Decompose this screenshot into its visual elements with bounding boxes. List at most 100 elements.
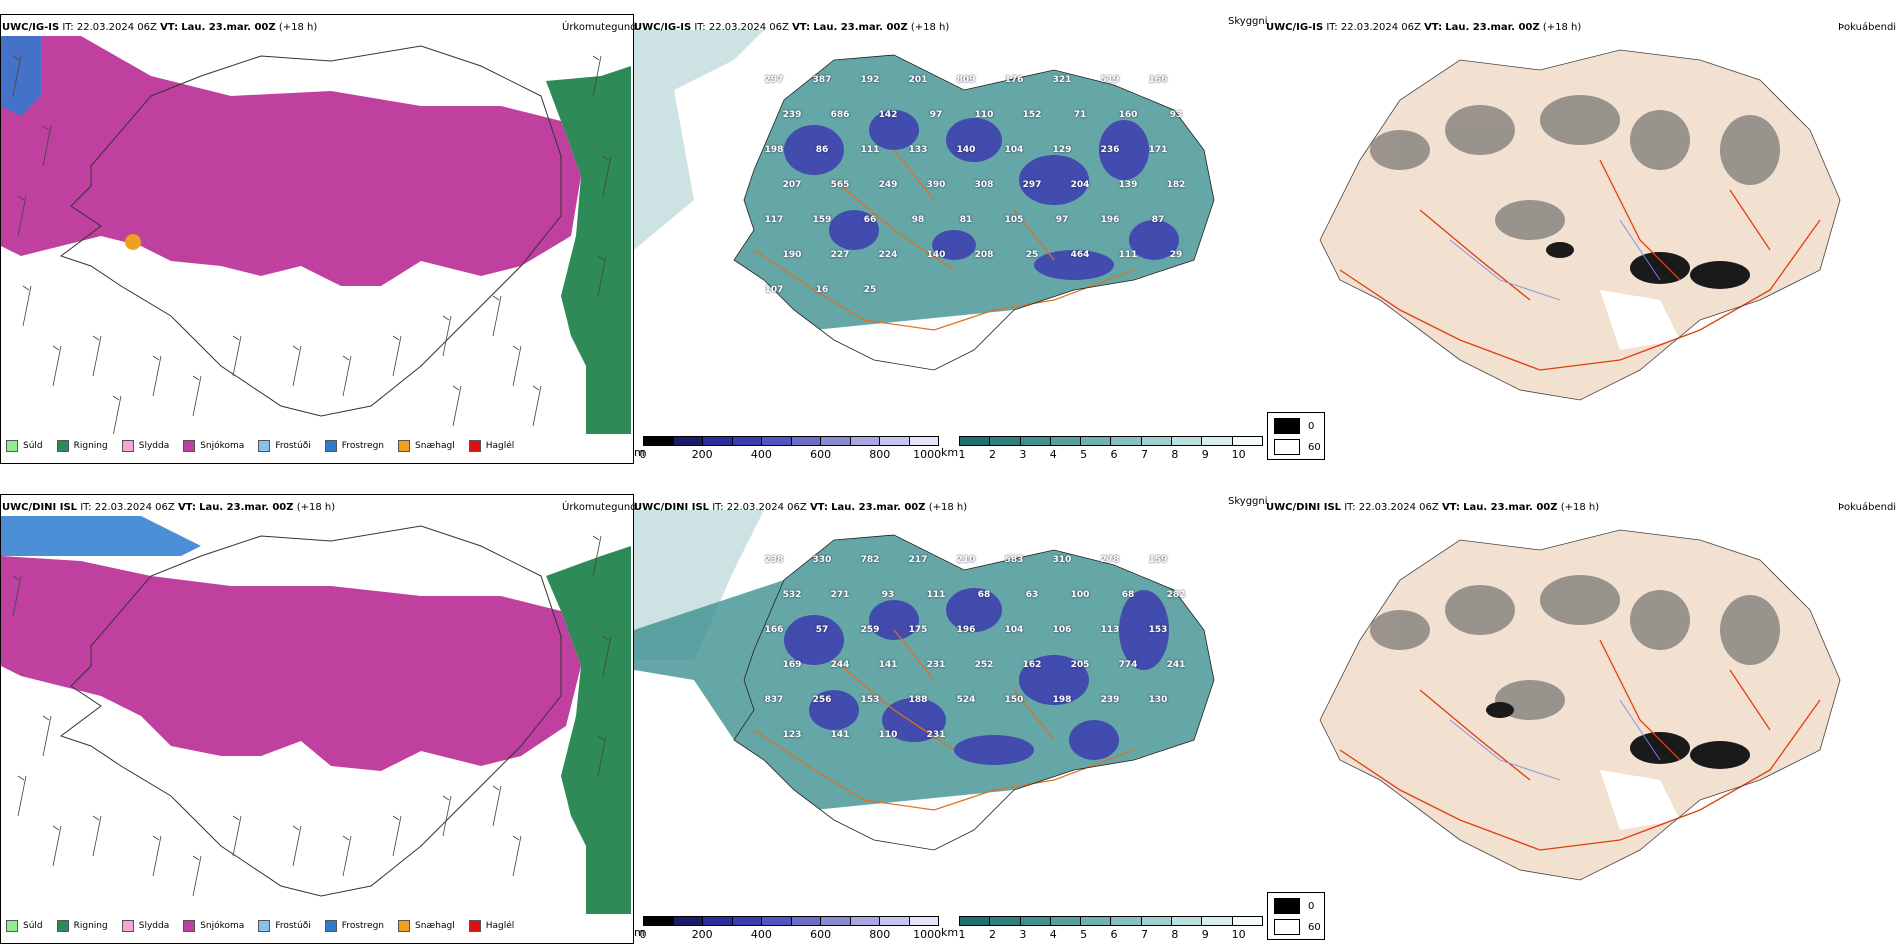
precip-map-frame xyxy=(0,14,634,464)
tick-label: 1000 xyxy=(913,448,942,461)
visibility-height-label: 271 xyxy=(830,590,850,600)
vt-label: VT: xyxy=(809,502,828,513)
legend-swatch xyxy=(398,440,411,452)
tick-label: 0 xyxy=(639,448,647,461)
fog-legend-row: 0 xyxy=(1274,898,1314,914)
visibility-height-label: 321 xyxy=(1052,75,1072,85)
visibility-height-label: 252 xyxy=(974,660,994,670)
legend-label: Súld xyxy=(23,441,43,451)
roads xyxy=(1339,159,1821,371)
it-label: IT: xyxy=(62,22,74,33)
visibility-height-label: 160 xyxy=(1118,110,1138,120)
it-value: 22.03.2024 06Z xyxy=(708,22,789,33)
fog-swatch xyxy=(1274,439,1300,455)
tick-label: 8 xyxy=(1171,928,1179,941)
vt-value: Lau. 23.mar. 00Z xyxy=(831,502,926,513)
fog-legend: 0 60 xyxy=(1267,412,1325,460)
tick-label: 6 xyxy=(1110,448,1118,461)
visibility-height-label: 686 xyxy=(830,110,850,120)
visibility-height-label: 176 xyxy=(1004,75,1024,85)
visibility-height-label: 532 xyxy=(782,590,802,600)
roads xyxy=(753,149,1135,331)
legend-swatch xyxy=(258,440,271,452)
legend-label: Rigning xyxy=(73,921,108,931)
tick-label: 1 xyxy=(958,448,966,461)
visibility-height-label: 297 xyxy=(1022,180,1042,190)
model-name: UWC/IG-IS xyxy=(2,22,60,33)
visibility-height-label: 111 xyxy=(860,145,880,155)
legend-label: Slydda xyxy=(138,441,170,451)
visibility-height-label: 141 xyxy=(878,660,898,670)
tick-label: 9 xyxy=(1201,448,1209,461)
visibility-height-label: 205 xyxy=(1070,660,1090,670)
precip-panel-label: Úrkomutegund xyxy=(562,502,637,513)
legend-item: Slydda xyxy=(121,920,170,932)
fog-panel-label: Þokuábendi xyxy=(1838,22,1897,33)
tick-label: 6 xyxy=(1110,928,1118,941)
height-unit: m xyxy=(634,926,645,939)
legend-label: Snæhagl xyxy=(415,921,455,931)
it-value: 22.03.2024 06Z xyxy=(76,22,157,33)
vt-value: Lau. 23.mar. 00Z xyxy=(1463,502,1558,513)
roads xyxy=(1339,639,1821,851)
fog-swatch xyxy=(1274,919,1300,935)
km-bar-swatches xyxy=(959,436,1263,446)
visibility-height-label: 192 xyxy=(860,75,880,85)
visibility-map xyxy=(634,30,1215,375)
height-ticks: 0 200 400 600 800 1000 xyxy=(639,446,942,461)
legend-label: Frostregn xyxy=(341,921,385,931)
legend-label: Snjókoma xyxy=(200,441,245,451)
precip-map-frame xyxy=(0,494,634,944)
island-fill xyxy=(734,55,1214,370)
legend-label: Frostúði xyxy=(275,441,311,451)
it-label: IT: xyxy=(1344,502,1356,513)
legend-label: Slydda xyxy=(138,921,170,931)
visibility-height-label: 162 xyxy=(1022,660,1042,670)
visibility-height-label: 141 xyxy=(830,730,850,740)
legend-label: Snæhagl xyxy=(415,441,455,451)
legend-item: Snæhagl xyxy=(398,440,455,452)
visibility-height-label: 57 xyxy=(815,625,829,635)
visibility-panel-label: Skyggni xyxy=(1228,16,1268,27)
visibility-height-label: 117 xyxy=(764,215,784,225)
legend-item: Frostúði xyxy=(258,440,311,452)
legend-label: Frostúði xyxy=(275,921,311,931)
tick-label: 200 xyxy=(691,448,713,461)
tick-label: 600 xyxy=(810,448,832,461)
visibility-height-label: 171 xyxy=(1148,145,1168,155)
panel-title: UWC/IG-IS IT: 22.03.2024 06Z VT: Lau. 23… xyxy=(2,22,317,33)
legend-swatch xyxy=(398,920,411,932)
panel-title: UWC/DINI ISL IT: 22.03.2024 06Z VT: Lau.… xyxy=(1266,502,1599,513)
visibility-height-label: 239 xyxy=(782,110,802,120)
legend-item: Rigning xyxy=(56,920,108,932)
visibility-height-label: 390 xyxy=(926,180,946,190)
tick-label: 3 xyxy=(1019,448,1027,461)
visibility-height-label: 236 xyxy=(1100,145,1120,155)
legend-item: Frostúði xyxy=(258,920,311,932)
visibility-height-label: 129 xyxy=(1052,145,1072,155)
km-unit: km xyxy=(941,926,959,939)
visibility-height-label: 86 xyxy=(815,145,829,155)
visibility-labels-r2: 238 330 782 217 210 583 310 278 159 532 271 93 111 68… xyxy=(634,510,1234,910)
visibility-height-label: 231 xyxy=(926,730,946,740)
legend-swatch xyxy=(324,440,337,452)
legend-label: Frostregn xyxy=(341,441,385,451)
tick-label: 400 xyxy=(750,448,772,461)
km-unit: km xyxy=(941,446,959,459)
tick-label: 1 xyxy=(958,928,966,941)
visibility-height-label: 175 xyxy=(908,625,928,635)
coastline xyxy=(733,54,1215,371)
it-label: IT: xyxy=(694,22,706,33)
visibility-height-label: 464 xyxy=(1070,250,1090,260)
lead-time: (+18 h) xyxy=(910,22,950,33)
legend-item: Frostregn xyxy=(324,440,385,452)
legend-item: Súld xyxy=(6,920,43,932)
snow-area xyxy=(1,36,581,286)
fog-legend-row: 60 xyxy=(1274,439,1321,455)
tick-label: 1000 xyxy=(913,928,942,941)
fog-value: 60 xyxy=(1308,921,1321,933)
legend-swatch xyxy=(468,440,481,452)
visibility-height-label: 104 xyxy=(1004,625,1024,635)
vt-label: VT: xyxy=(160,22,179,33)
visibility-height-label: 565 xyxy=(830,180,850,190)
